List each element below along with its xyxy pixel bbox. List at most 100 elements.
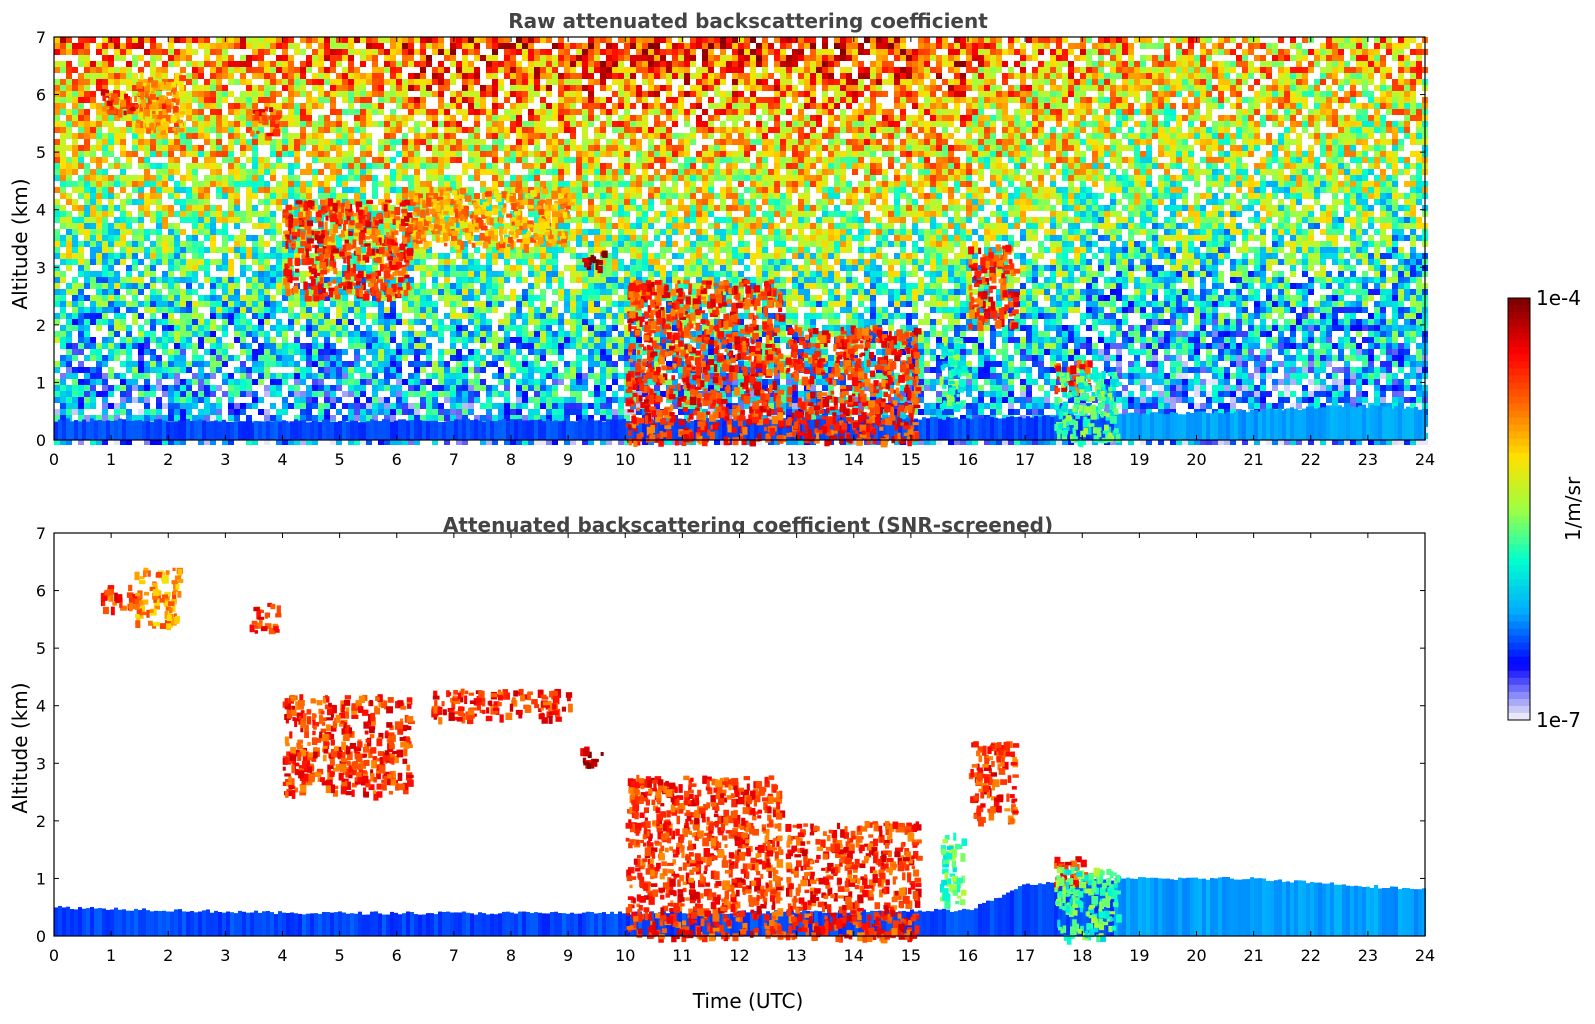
- noise-cell: [936, 169, 942, 175]
- noise-cell: [372, 43, 378, 49]
- noise-cell: [1296, 67, 1302, 73]
- noise-cell: [1020, 73, 1026, 79]
- noise-cell: [732, 175, 738, 181]
- noise-cell: [162, 139, 168, 145]
- noise-cell: [216, 163, 222, 169]
- noise-cell: [564, 91, 570, 97]
- noise-cell: [1092, 67, 1098, 73]
- noise-cell: [216, 103, 222, 109]
- noise-cell: [738, 67, 744, 73]
- noise-cell: [1164, 187, 1170, 193]
- noise-cell: [1236, 79, 1242, 85]
- noise-cell: [156, 193, 162, 199]
- noise-cell: [750, 175, 756, 181]
- noise-cell: [1380, 133, 1386, 139]
- noise-cell: [1398, 157, 1404, 163]
- noise-cell: [228, 91, 234, 97]
- noise-cell: [84, 193, 90, 199]
- noise-cell: [1218, 169, 1224, 175]
- noise-cell: [288, 67, 294, 73]
- noise-cell: [1254, 79, 1260, 85]
- noise-cell: [240, 181, 246, 187]
- noise-cell: [636, 67, 642, 73]
- noise-cell: [828, 61, 834, 67]
- noise-cell: [768, 175, 774, 181]
- noise-cell: [798, 145, 804, 151]
- noise-cell: [618, 127, 624, 133]
- noise-cell: [1344, 151, 1350, 157]
- noise-cell: [516, 127, 522, 133]
- noise-cell: [1398, 55, 1404, 61]
- noise-cell: [828, 127, 834, 133]
- noise-cell: [744, 85, 750, 91]
- noise-cell: [1302, 157, 1308, 163]
- noise-cell: [666, 127, 672, 133]
- noise-cell: [228, 127, 234, 133]
- noise-cell: [1050, 157, 1056, 163]
- noise-cell: [1302, 121, 1308, 127]
- noise-cell: [144, 37, 150, 43]
- noise-cell: [1254, 103, 1260, 109]
- noise-cell: [186, 55, 192, 61]
- noise-cell: [174, 157, 180, 163]
- noise-cell: [1320, 103, 1326, 109]
- noise-cell: [348, 37, 354, 43]
- noise-cell: [1116, 103, 1122, 109]
- noise-cell: [612, 151, 618, 157]
- noise-cell: [534, 79, 540, 85]
- noise-cell: [870, 139, 876, 145]
- noise-cell: [354, 193, 360, 199]
- noise-cell: [492, 181, 498, 187]
- noise-cell: [312, 145, 318, 151]
- noise-cell: [606, 175, 612, 181]
- noise-cell: [1398, 37, 1404, 43]
- noise-cell: [990, 85, 996, 91]
- noise-cell: [246, 121, 252, 127]
- noise-cell: [312, 73, 318, 79]
- noise-cell: [1326, 187, 1332, 193]
- noise-cell: [690, 139, 696, 145]
- noise-cell: [828, 169, 834, 175]
- noise-cell: [306, 121, 312, 127]
- noise-cell: [408, 181, 414, 187]
- noise-cell: [1122, 103, 1128, 109]
- noise-cell: [468, 97, 474, 103]
- noise-cell: [678, 43, 684, 49]
- noise-cell: [666, 37, 672, 43]
- noise-cell: [786, 157, 792, 163]
- noise-cell: [1104, 43, 1110, 49]
- noise-cell: [942, 97, 948, 103]
- noise-cell: [1056, 67, 1062, 73]
- noise-cell: [1050, 79, 1056, 85]
- noise-cell: [1212, 169, 1218, 175]
- noise-cell: [738, 55, 744, 61]
- noise-cell: [762, 139, 768, 145]
- noise-cell: [456, 145, 462, 151]
- noise-cell: [912, 55, 918, 61]
- noise-cell: [528, 175, 534, 181]
- noise-cell: [1284, 49, 1290, 55]
- noise-cell: [1416, 127, 1422, 133]
- noise-cell: [156, 151, 162, 157]
- noise-cell: [834, 169, 840, 175]
- noise-cell: [798, 127, 804, 133]
- noise-cell: [864, 169, 870, 175]
- noise-cell: [744, 55, 750, 61]
- noise-cell: [612, 43, 618, 49]
- noise-cell: [714, 151, 720, 157]
- noise-cell: [1284, 175, 1290, 181]
- noise-cell: [1404, 193, 1410, 199]
- noise-cell: [1008, 181, 1014, 187]
- noise-cell: [1272, 97, 1278, 103]
- noise-cell: [630, 55, 636, 61]
- noise-cell: [294, 133, 300, 139]
- noise-cell: [510, 79, 516, 85]
- noise-cell: [210, 163, 216, 169]
- noise-cell: [1212, 97, 1218, 103]
- noise-cell: [570, 115, 576, 121]
- noise-cell: [474, 103, 480, 109]
- noise-cell: [1272, 139, 1278, 145]
- noise-cell: [360, 151, 366, 157]
- noise-cell: [1338, 115, 1344, 121]
- noise-cell: [774, 193, 780, 199]
